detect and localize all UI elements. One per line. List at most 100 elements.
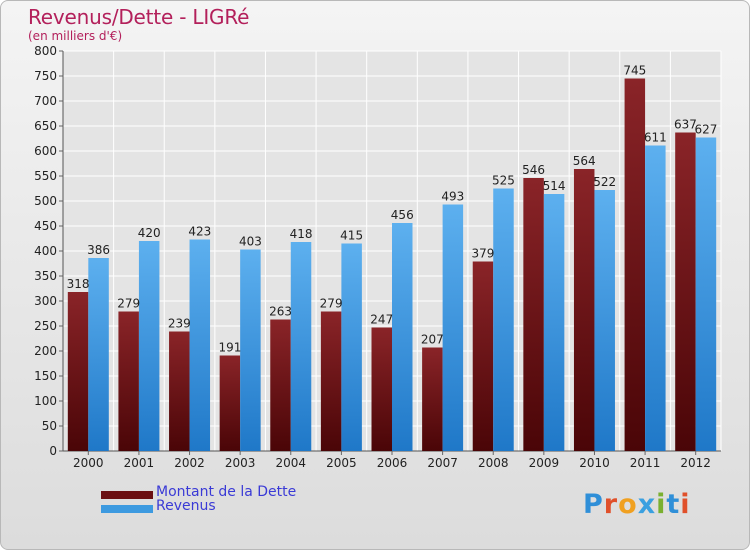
bar-debt	[573, 169, 595, 451]
chart-title: Revenus/Dette - LIGRé	[28, 5, 250, 29]
data-label-revenue: 611	[644, 131, 667, 145]
data-label-debt: 379	[472, 247, 495, 261]
logo-letter: o	[618, 489, 638, 520]
bar-debt	[472, 261, 494, 451]
proxiti-logo: Proxiti	[583, 489, 691, 520]
x-tick-label: 2003	[225, 456, 256, 470]
y-tick-label: 800	[34, 44, 57, 58]
data-label-debt: 546	[522, 163, 545, 177]
data-label-revenue: 423	[188, 225, 211, 239]
x-tick-label: 2004	[275, 456, 306, 470]
logo-letter: x	[637, 489, 657, 520]
y-tick-label: 600	[34, 144, 57, 158]
data-label-debt: 279	[320, 297, 343, 311]
legend-swatch-debt	[101, 491, 153, 499]
bar-revenue	[695, 137, 717, 451]
bar-debt	[219, 355, 241, 451]
y-tick-label: 50	[42, 419, 57, 433]
data-label-debt: 247	[370, 313, 393, 327]
data-label-debt: 207	[421, 333, 444, 347]
data-label-debt: 318	[67, 277, 90, 291]
logo-letter: i	[680, 489, 691, 520]
data-label-debt: 191	[218, 341, 241, 355]
y-tick-label: 500	[34, 194, 57, 208]
bar-revenue	[138, 241, 160, 451]
data-label-revenue: 627	[694, 123, 717, 137]
y-tick-label: 650	[34, 119, 57, 133]
bar-revenue	[594, 190, 615, 451]
data-label-revenue: 418	[290, 227, 313, 241]
x-tick-label: 2012	[680, 456, 711, 470]
bar-debt	[320, 311, 342, 451]
y-tick-label: 450	[34, 219, 57, 233]
data-label-revenue: 493	[441, 190, 464, 204]
y-tick-label: 400	[34, 244, 57, 258]
bar-debt	[270, 319, 291, 451]
y-tick-label: 0	[49, 444, 57, 458]
bar-debt	[422, 347, 443, 451]
data-label-debt: 279	[117, 297, 140, 311]
bar-revenue	[240, 249, 261, 451]
bar-debt	[169, 331, 190, 451]
data-labels: 318 386 279 420 239 423 191 403 263 418 279 415 247 4…	[67, 64, 718, 355]
logo-letter: P	[583, 489, 604, 520]
bar-debt	[371, 327, 392, 451]
legend-label-revenue: Revenus	[156, 498, 216, 514]
y-tick-label: 200	[34, 344, 57, 358]
bar-debt	[624, 78, 646, 451]
bar-revenue	[341, 243, 362, 451]
bar-revenue	[189, 239, 211, 451]
y-tick-label: 350	[34, 269, 57, 283]
data-label-debt: 745	[623, 64, 646, 78]
y-tick-label: 150	[34, 369, 57, 383]
logo-letter: t	[666, 489, 681, 520]
logo-letter: i	[656, 489, 667, 520]
bar-revenue	[88, 258, 109, 451]
data-label-debt: 564	[573, 154, 596, 168]
data-label-revenue: 420	[138, 226, 161, 240]
x-tick-label: 2006	[377, 456, 408, 470]
x-tick-label: 2005	[326, 456, 357, 470]
y-tick-label: 300	[34, 294, 57, 308]
x-tick-label: 2001	[124, 456, 155, 470]
x-tick-label: 2002	[174, 456, 205, 470]
y-tick-label: 750	[34, 69, 57, 83]
chart-subtitle: (en milliers d'€)	[28, 29, 123, 43]
y-tick-label: 550	[34, 169, 57, 183]
legend-swatch-revenue	[101, 505, 153, 513]
x-tick-label: 2009	[529, 456, 560, 470]
legend-label-debt: Montant de la Dette	[156, 484, 297, 500]
data-label-debt: 263	[269, 305, 292, 319]
logo-letter: r	[603, 489, 619, 520]
data-label-debt: 239	[168, 317, 191, 331]
data-label-debt: 637	[674, 118, 697, 132]
bar-debt	[67, 292, 89, 451]
y-tick-label: 250	[34, 319, 57, 333]
x-tick-label: 2007	[427, 456, 458, 470]
bars	[67, 78, 717, 451]
data-label-revenue: 514	[543, 179, 566, 193]
data-label-revenue: 522	[593, 175, 616, 189]
bar-revenue	[442, 204, 464, 451]
x-tick-label: 2011	[630, 456, 661, 470]
bar-revenue	[493, 188, 514, 451]
data-label-revenue: 456	[391, 208, 414, 222]
bar-revenue	[543, 194, 565, 451]
data-label-revenue: 386	[87, 243, 110, 257]
y-tick-label: 700	[34, 94, 57, 108]
bar-revenue	[290, 242, 312, 451]
bar-revenue	[392, 223, 413, 451]
x-tick-label: 2008	[478, 456, 509, 470]
bar-revenue	[645, 145, 666, 451]
data-label-revenue: 403	[239, 235, 262, 249]
data-label-revenue: 415	[340, 229, 363, 243]
bar-debt	[675, 132, 696, 451]
y-tick-label: 100	[34, 394, 57, 408]
bar-debt	[118, 311, 139, 451]
x-tick-label: 2000	[73, 456, 104, 470]
data-label-revenue: 525	[492, 174, 515, 188]
bar-debt	[523, 178, 544, 451]
x-tick-label: 2010	[579, 456, 610, 470]
